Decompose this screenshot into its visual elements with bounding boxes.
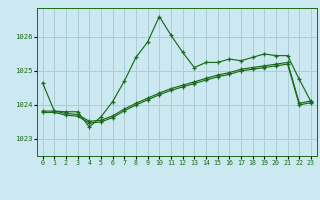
Text: Graphe pression niveau de la mer (hPa): Graphe pression niveau de la mer (hPa) bbox=[65, 184, 255, 193]
